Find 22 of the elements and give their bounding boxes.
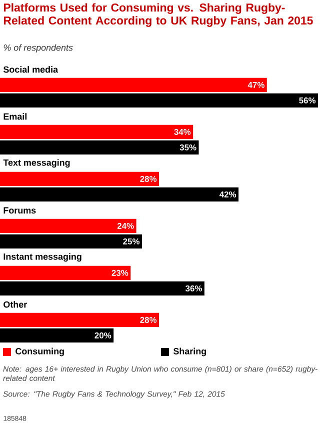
y-tick-label: Forums [4,207,36,214]
data-label: 35% [180,144,196,150]
chart-subtitle: % of respondents [4,44,73,53]
legend-label: Consuming [16,348,64,356]
data-label: 20% [94,332,112,338]
data-label: 36% [185,285,202,292]
y-tick-label: Instant messaging [4,253,82,262]
legend-label: Sharing [173,348,206,356]
y-tick-label: Social media [3,66,58,73]
data-label: 42% [219,191,236,198]
data-label: 28% [140,316,157,323]
chart-title: Platforms Used for Consuming vs. Sharing Rugby-Related Content According to UK Rugby Fans, Jan 2015 [4,3,313,27]
data-label: 24% [117,222,134,229]
y-tick-label: Other [4,301,27,308]
data-label: 34% [174,128,191,135]
data-label: 25% [123,238,140,244]
data-label: 56% [299,97,316,104]
y-tick-label: Text messaging [3,159,70,168]
data-label: 47% [248,82,264,88]
data-label: 23% [112,270,128,276]
data-label: 28% [140,176,157,182]
y-tick-label: Email [4,113,26,120]
